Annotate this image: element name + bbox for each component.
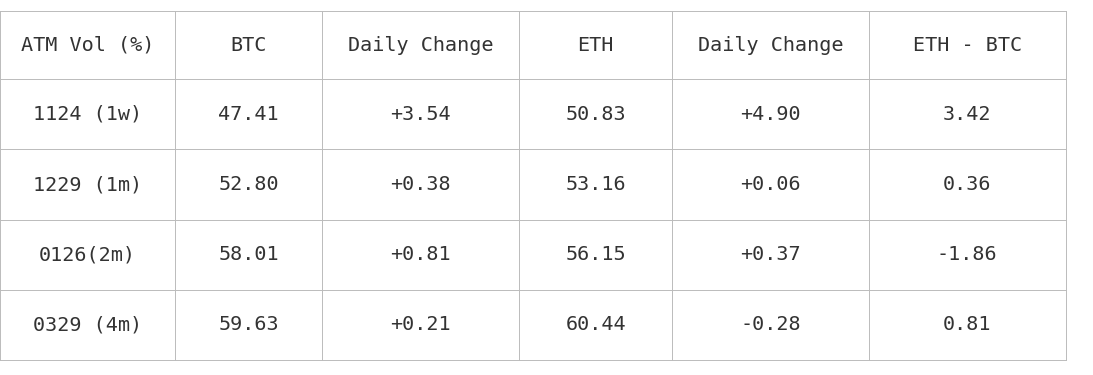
Text: Daily Change: Daily Change xyxy=(348,36,494,55)
Text: 60.44: 60.44 xyxy=(565,315,626,334)
Text: +4.90: +4.90 xyxy=(740,105,801,124)
Text: ATM Vol (%): ATM Vol (%) xyxy=(21,36,154,55)
Text: 56.15: 56.15 xyxy=(565,245,626,264)
Text: ETH: ETH xyxy=(577,36,614,55)
Text: 47.41: 47.41 xyxy=(219,105,279,124)
Text: 0.36: 0.36 xyxy=(943,175,991,194)
Text: 3.42: 3.42 xyxy=(943,105,991,124)
Text: 1229 (1m): 1229 (1m) xyxy=(33,175,142,194)
Text: +0.06: +0.06 xyxy=(740,175,801,194)
Text: 52.80: 52.80 xyxy=(219,175,279,194)
Text: 0126(2m): 0126(2m) xyxy=(39,245,136,264)
Text: 0329 (4m): 0329 (4m) xyxy=(33,315,142,334)
Text: 59.63: 59.63 xyxy=(219,315,279,334)
Text: +0.81: +0.81 xyxy=(390,245,451,264)
Text: 58.01: 58.01 xyxy=(219,245,279,264)
Text: 0.81: 0.81 xyxy=(943,315,991,334)
Text: 50.83: 50.83 xyxy=(565,105,626,124)
Text: +0.21: +0.21 xyxy=(390,315,451,334)
Text: 1124 (1w): 1124 (1w) xyxy=(33,105,142,124)
Text: BTC: BTC xyxy=(231,36,267,55)
Text: -1.86: -1.86 xyxy=(937,245,998,264)
Text: +0.37: +0.37 xyxy=(740,245,801,264)
Text: 53.16: 53.16 xyxy=(565,175,626,194)
Text: +3.54: +3.54 xyxy=(390,105,451,124)
Text: Daily Change: Daily Change xyxy=(697,36,844,55)
Text: +0.38: +0.38 xyxy=(390,175,451,194)
Text: ETH - BTC: ETH - BTC xyxy=(913,36,1022,55)
Text: -0.28: -0.28 xyxy=(740,315,801,334)
